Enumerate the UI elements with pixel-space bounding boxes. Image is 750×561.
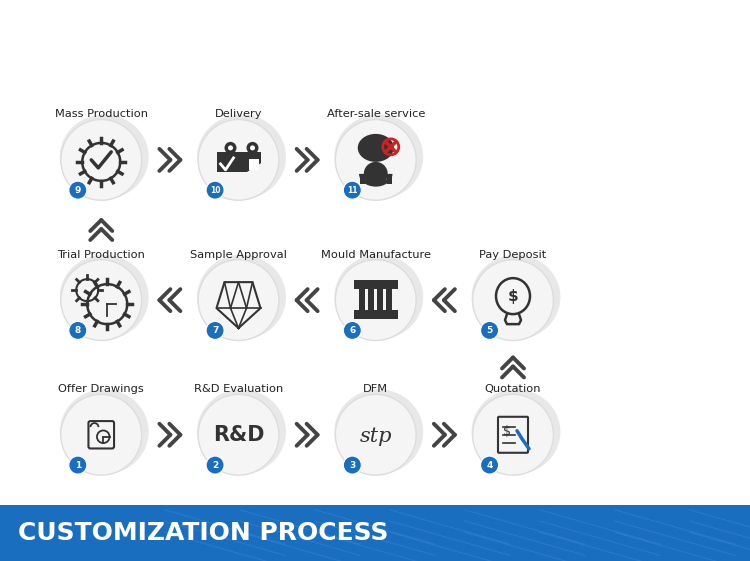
Text: $: $: [508, 289, 518, 304]
Circle shape: [335, 119, 416, 200]
Text: 6: 6: [350, 326, 355, 335]
Text: $: $: [503, 425, 511, 438]
Bar: [354, 310, 398, 319]
Circle shape: [206, 321, 224, 339]
Bar: [248, 159, 259, 170]
Circle shape: [198, 119, 279, 200]
Circle shape: [335, 394, 416, 475]
Text: 5: 5: [487, 326, 493, 335]
Text: Offer Drawings: Offer Drawings: [58, 384, 144, 394]
Circle shape: [228, 145, 233, 150]
Text: R&D: R&D: [213, 425, 264, 445]
Circle shape: [61, 394, 142, 475]
Text: 7: 7: [212, 326, 218, 335]
Bar: [376, 289, 382, 310]
Text: After-sale service: After-sale service: [326, 109, 425, 119]
Ellipse shape: [472, 255, 560, 339]
Text: stp: stp: [359, 427, 392, 446]
Circle shape: [61, 260, 142, 341]
Circle shape: [481, 321, 499, 339]
Circle shape: [206, 181, 224, 199]
Circle shape: [198, 260, 279, 341]
Ellipse shape: [197, 389, 286, 474]
Text: 11: 11: [347, 186, 358, 195]
Bar: [354, 280, 398, 289]
Text: Sample Approval: Sample Approval: [190, 250, 287, 260]
Circle shape: [481, 456, 499, 474]
Text: 2: 2: [212, 461, 218, 470]
Ellipse shape: [472, 389, 560, 474]
Text: 1: 1: [75, 461, 81, 470]
Ellipse shape: [334, 389, 423, 474]
Circle shape: [472, 260, 554, 341]
Circle shape: [344, 456, 362, 474]
Text: 10: 10: [210, 186, 220, 195]
Polygon shape: [247, 152, 260, 172]
Ellipse shape: [60, 389, 148, 474]
Circle shape: [224, 142, 236, 154]
Text: 9: 9: [75, 186, 81, 195]
Bar: [387, 174, 392, 184]
Text: R&D Evaluation: R&D Evaluation: [194, 384, 284, 394]
Circle shape: [472, 394, 554, 475]
Circle shape: [198, 394, 279, 475]
Text: Quotation: Quotation: [484, 384, 542, 394]
Ellipse shape: [197, 114, 286, 199]
Bar: [358, 289, 364, 310]
Bar: [360, 174, 364, 184]
Circle shape: [206, 456, 224, 474]
Text: Delivery: Delivery: [214, 109, 262, 119]
Ellipse shape: [197, 255, 286, 339]
Circle shape: [250, 145, 255, 150]
Circle shape: [344, 321, 362, 339]
Bar: [0, 505, 750, 561]
Bar: [217, 152, 247, 172]
Circle shape: [364, 162, 388, 186]
Circle shape: [69, 456, 87, 474]
Ellipse shape: [358, 134, 394, 162]
Circle shape: [69, 321, 87, 339]
Text: CUSTOMIZATION PROCESS: CUSTOMIZATION PROCESS: [18, 521, 388, 545]
Text: 3: 3: [350, 461, 355, 470]
Text: DFM: DFM: [363, 384, 388, 394]
Text: Mould Manufacture: Mould Manufacture: [321, 250, 430, 260]
Bar: [386, 289, 392, 310]
Text: 4: 4: [487, 461, 493, 470]
Circle shape: [61, 119, 142, 200]
Bar: [368, 289, 374, 310]
Circle shape: [335, 260, 416, 341]
Ellipse shape: [334, 114, 423, 199]
Ellipse shape: [334, 255, 423, 339]
Text: Mass Production: Mass Production: [55, 109, 148, 119]
Circle shape: [344, 181, 362, 199]
Circle shape: [69, 181, 87, 199]
Text: 8: 8: [75, 326, 81, 335]
Ellipse shape: [60, 255, 148, 339]
Circle shape: [247, 142, 259, 154]
Text: Trial Production: Trial Production: [57, 250, 146, 260]
Text: Pay Deposit: Pay Deposit: [479, 250, 547, 260]
Ellipse shape: [60, 114, 148, 199]
